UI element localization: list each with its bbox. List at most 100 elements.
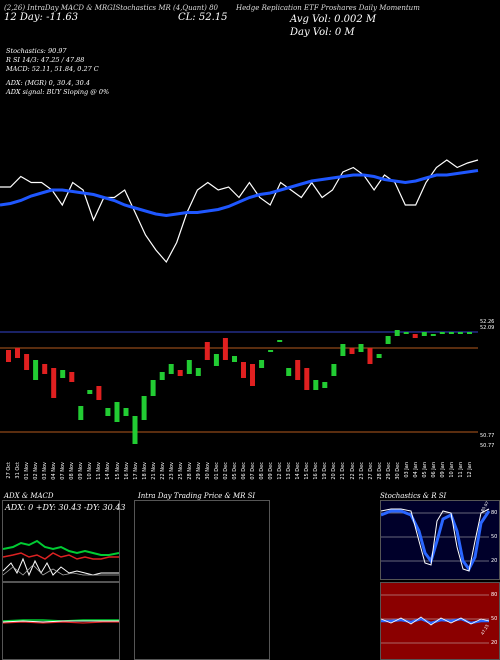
- date-label: 05 Jan: [421, 462, 428, 478]
- candle: [195, 368, 201, 376]
- date-label: 16 Nov: [123, 462, 130, 480]
- date-label: 22 Dec: [349, 462, 356, 480]
- candle: [430, 334, 436, 336]
- date-label: 23 Dec: [358, 462, 365, 480]
- price-axis-top2: 52.09: [480, 325, 495, 331]
- date-label: 17 Nov: [132, 462, 139, 480]
- date-label: 30 Dec: [394, 462, 401, 480]
- date-label: 21 Dec: [340, 462, 347, 480]
- date-label: 12 Dec: [277, 462, 284, 480]
- candle: [24, 354, 30, 370]
- candle: [168, 364, 174, 374]
- date-label: 06 Dec: [241, 462, 247, 480]
- date-label: 29 Nov: [195, 462, 202, 480]
- candle: [132, 416, 138, 444]
- price-axis-bottom2: 50.77: [480, 443, 495, 449]
- date-label: 14 Dec: [295, 462, 302, 480]
- candle: [114, 402, 120, 422]
- date-label: 02 Nov: [33, 462, 40, 480]
- candle: [313, 380, 319, 390]
- date-label: 11 Nov: [96, 462, 103, 480]
- si-level-80: 80: [491, 592, 498, 598]
- date-label: 08 Nov: [69, 462, 76, 480]
- candle: [33, 360, 39, 380]
- date-label: 27 Dec: [367, 462, 374, 480]
- candle: [286, 368, 292, 376]
- date-label: 19 Dec: [322, 462, 329, 480]
- date-label: 01 Nov: [24, 462, 31, 480]
- date-label: 03 Nov: [42, 462, 49, 480]
- candle: [358, 344, 364, 352]
- price-tag: CL: 52.15: [178, 12, 228, 23]
- candle: [105, 408, 111, 416]
- candle: [394, 330, 400, 336]
- candle: [250, 364, 255, 386]
- si-level-50: 50: [491, 616, 498, 622]
- date-label: 10 Jan: [448, 462, 455, 478]
- si-readout: R SI 14/3: 47.25 / 47.88: [6, 56, 85, 64]
- stochastics-panel: 80 50 20 80.97: [380, 500, 500, 580]
- stochastics-panel-title: Stochastics & R SI: [380, 492, 447, 500]
- date-label: 31 Oct: [15, 462, 21, 479]
- candle: [467, 332, 472, 334]
- stoch-level-50: 50: [491, 534, 498, 540]
- price-series-line: [0, 159, 479, 264]
- candle: [123, 408, 129, 416]
- candle: [141, 396, 147, 420]
- candle: [15, 348, 20, 358]
- date-label: 21 Nov: [150, 462, 157, 480]
- candle: [241, 362, 246, 378]
- date-label: 07 Dec: [250, 462, 256, 480]
- date-label: 02 Dec: [222, 462, 229, 480]
- adx-readout: ADX: (MGR) 0, 30.4, 30.4: [6, 79, 91, 87]
- date-label: 16 Dec: [313, 462, 320, 480]
- date-label: 12 Jan: [467, 462, 473, 478]
- date-label: 28 Nov: [186, 462, 193, 480]
- date-label: 03 Jan: [403, 462, 410, 478]
- intraday-panel: [134, 500, 270, 660]
- date-label: 15 Nov: [114, 462, 121, 480]
- candle: [87, 390, 93, 394]
- twelve-day-change: 12 Day: -11.63: [4, 12, 79, 23]
- date-label: 09 Jan: [439, 462, 446, 478]
- candle: [304, 368, 310, 390]
- price-line-chart: [0, 159, 479, 264]
- candle: [204, 342, 210, 360]
- si-level-20: 20: [491, 640, 498, 646]
- candle: [457, 332, 463, 334]
- candle: [186, 360, 192, 374]
- date-label: 06 Jan: [430, 462, 437, 478]
- candle: [421, 332, 427, 336]
- si-panel: 80 50 20 47.25: [380, 582, 500, 660]
- candle: [42, 364, 48, 374]
- candle: [439, 332, 445, 334]
- date-label: 22 Nov: [159, 462, 166, 480]
- candlestick-chart: [0, 330, 478, 444]
- candle: [331, 364, 337, 376]
- date-label: 09 Dec: [268, 462, 275, 480]
- candle: [150, 380, 156, 396]
- date-label: 04 Nov: [51, 462, 58, 480]
- adx-panel-title: ADX & MACD: [4, 492, 54, 500]
- day-volume: Day Vol: 0 M: [290, 27, 355, 38]
- candle: [51, 368, 57, 398]
- date-label: 18 Nov: [141, 462, 148, 480]
- date-label: 09 Nov: [78, 462, 85, 480]
- si-lines: [381, 583, 499, 659]
- candle: [159, 372, 165, 380]
- date-axis: 27 Oct 31 Oct 01 Nov 02 Nov 03 Nov 04 Nov 07 N…: [0, 462, 480, 492]
- date-label: 05 Dec: [232, 462, 238, 480]
- candle: [448, 332, 454, 334]
- candle: [349, 348, 355, 354]
- candle: [340, 344, 346, 356]
- candle: [385, 336, 391, 344]
- candle: [412, 334, 418, 338]
- avg-volume: Avg Vol: 0.002 M: [290, 14, 377, 25]
- candle: [277, 340, 283, 342]
- price-axis-bottom1: 50.77: [480, 433, 495, 439]
- adx-lines: [3, 539, 119, 577]
- candle: [295, 360, 301, 380]
- date-label: 30 Nov: [204, 462, 211, 480]
- chart-title: Hedge Replication ETF Proshares Daily Mo…: [236, 4, 420, 12]
- date-label: 29 Dec: [385, 462, 392, 480]
